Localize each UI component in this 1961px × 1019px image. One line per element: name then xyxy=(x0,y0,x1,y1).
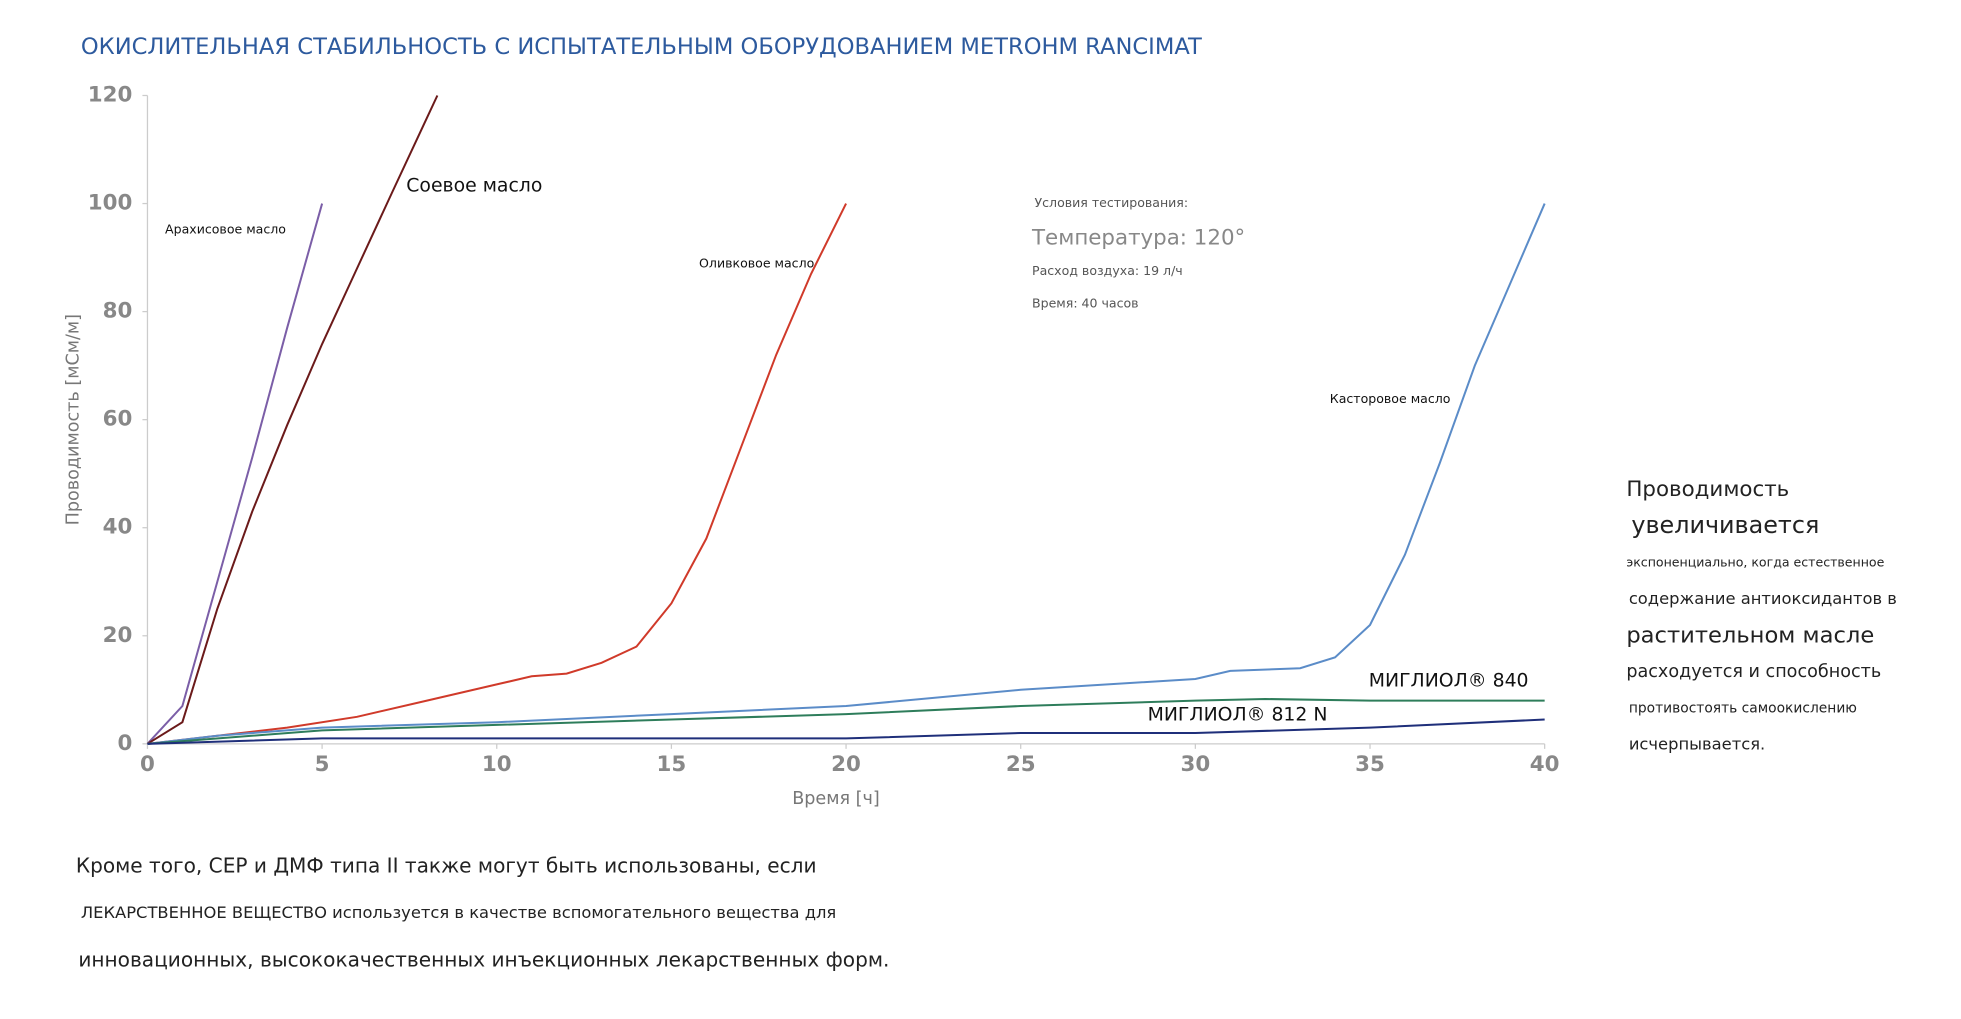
series-label: Соевое масло xyxy=(406,175,542,196)
x-tick-label: 25 xyxy=(1006,752,1036,777)
side-text: Проводимость xyxy=(1626,477,1789,502)
line xyxy=(147,718,1545,745)
line xyxy=(146,203,324,745)
y-tick-label: 40 xyxy=(103,515,133,540)
body-text: ЛЕКАРСТВЕННОЕ ВЕЩЕСТВО используется в ка… xyxy=(81,903,836,922)
condition-text: Температура: 120° xyxy=(1031,226,1245,251)
series-label: Арахисовое масло xyxy=(165,221,286,236)
condition-text: Время: 40 часов xyxy=(1032,296,1139,311)
y-tick-label: 0 xyxy=(118,731,133,756)
body-text: инновационных, высококачественных инъекц… xyxy=(78,948,889,972)
x-tick-label: 15 xyxy=(657,752,687,777)
x-tick-label: 0 xyxy=(140,752,155,777)
line xyxy=(146,95,439,745)
x-tick-label: 5 xyxy=(315,752,330,777)
side-text: расходуется и способность xyxy=(1626,662,1881,682)
chart-title: ОКИСЛИТЕЛЬНАЯ СТАБИЛЬНОСТЬ С ИСПЫТАТЕЛЬН… xyxy=(81,34,1202,60)
y-tick-label: 80 xyxy=(103,299,133,324)
y-tick-label: 60 xyxy=(103,407,133,432)
series-label: МИГЛИОЛ® 840 xyxy=(1369,671,1529,692)
series-label: Касторовое масло xyxy=(1330,391,1451,406)
x-tick-label: 10 xyxy=(482,752,512,777)
side-text: увеличивается xyxy=(1631,511,1819,539)
line xyxy=(147,203,847,745)
side-text: противостоять самоокислению xyxy=(1629,701,1857,717)
y-tick-label: 20 xyxy=(103,623,133,648)
x-axis-label: Время [ч] xyxy=(792,789,880,809)
y-tick-label: 100 xyxy=(88,191,133,216)
series-label: МИГЛИОЛ® 812 N xyxy=(1148,704,1328,725)
condition-text: Расход воздуха: 19 л/ч xyxy=(1032,263,1183,278)
series-label: Оливковое масло xyxy=(699,255,814,270)
body-text: Кроме того, СЕР и ДМФ типа II также могу… xyxy=(76,853,817,877)
side-text: содержание антиоксидантов в xyxy=(1629,589,1897,608)
y-axis-label: Проводимость [мСм/м] xyxy=(63,314,83,525)
x-tick-label: 40 xyxy=(1530,752,1560,777)
y-tick-label: 120 xyxy=(88,82,133,107)
x-tick-label: 20 xyxy=(831,752,861,777)
x-tick-label: 35 xyxy=(1355,752,1385,777)
line xyxy=(147,697,1545,745)
side-text: экспоненциально, когда естественное xyxy=(1626,554,1884,569)
line xyxy=(147,203,1546,745)
side-text: растительном масле xyxy=(1626,622,1874,648)
x-tick-label: 30 xyxy=(1180,752,1210,777)
side-text: исчерпывается. xyxy=(1629,735,1765,754)
condition-text: Условия тестирования: xyxy=(1035,195,1189,210)
